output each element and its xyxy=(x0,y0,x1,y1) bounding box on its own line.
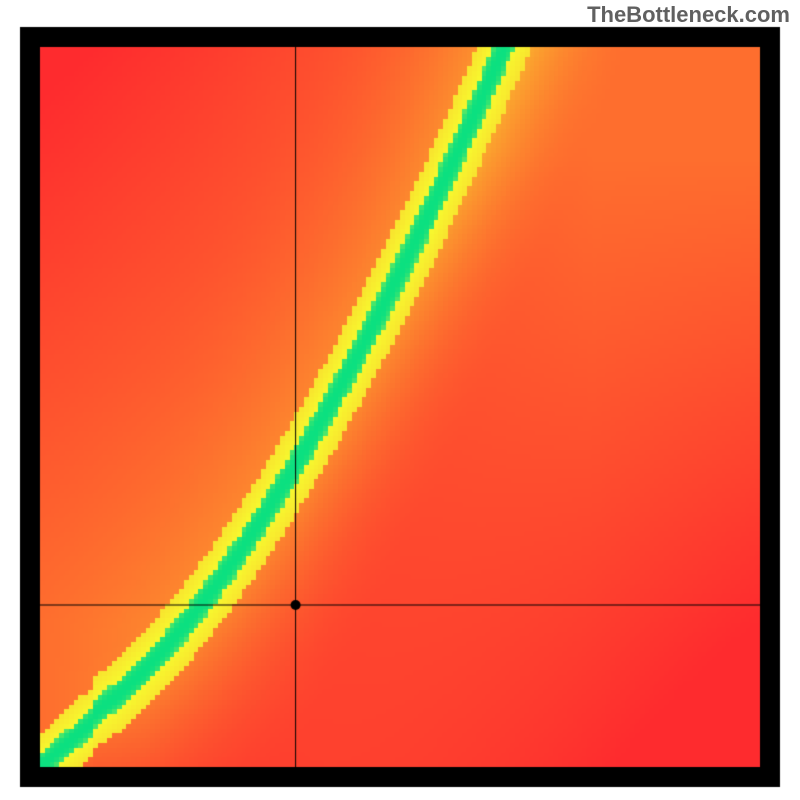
watermark-text: TheBottleneck.com xyxy=(587,2,790,28)
bottleneck-heatmap xyxy=(0,0,800,800)
